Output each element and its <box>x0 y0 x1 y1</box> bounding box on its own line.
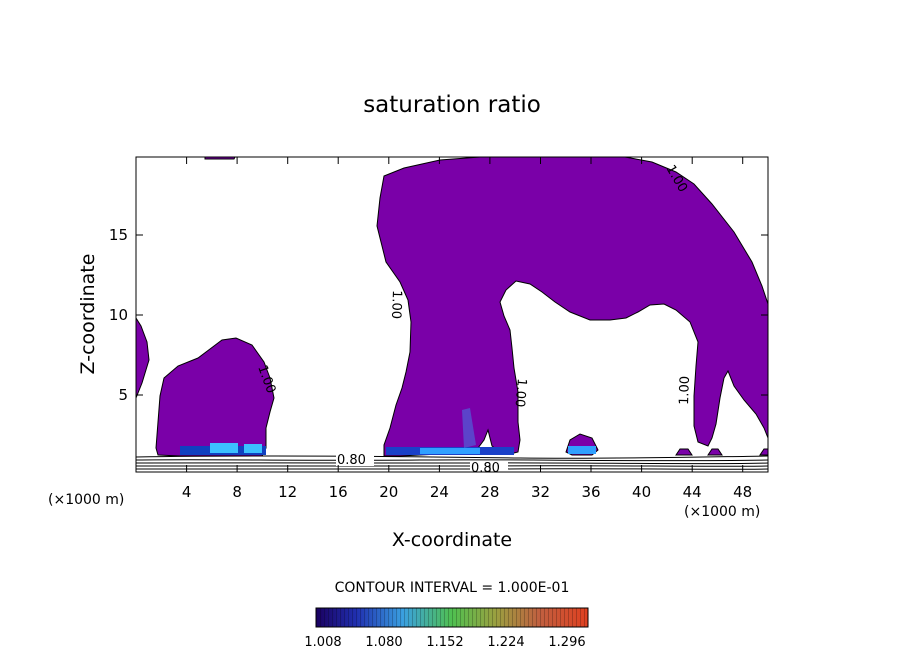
colorbar-label: 1.224 <box>487 635 524 650</box>
x-tick-label: 4 <box>182 483 192 501</box>
contour-label-080-b: 0.80 <box>471 461 500 476</box>
colorbar-hatching <box>316 608 588 627</box>
colorbar-label: 1.152 <box>426 635 463 650</box>
colorbar-label: 1.008 <box>304 635 341 650</box>
blob-cell-core <box>210 443 238 453</box>
blob-plume-core <box>420 448 480 454</box>
contour-label-080-a: 0.80 <box>337 453 366 468</box>
colorbar-label: 1.296 <box>548 635 585 650</box>
x-unit-label-right: (×1000 m) <box>684 504 760 520</box>
blob-plume-streak <box>462 408 476 448</box>
blob-small-36 <box>568 446 596 454</box>
x-unit-label-left: (×1000 m) <box>48 492 124 508</box>
x-tick-label: 36 <box>581 483 600 501</box>
x-tick-labels: 4 8 12 16 20 24 28 32 36 40 44 48 <box>182 483 752 501</box>
y-tick-label: 15 <box>109 226 128 244</box>
region-main-plume <box>376 156 769 457</box>
colorbar-labels: 1.008 1.080 1.152 1.224 1.296 <box>304 635 585 650</box>
contour-label-100-c: 1.00 <box>511 378 528 408</box>
x-ticks <box>186 157 744 472</box>
x-tick-label: 40 <box>632 483 651 501</box>
colorbar-label: 1.080 <box>365 635 402 650</box>
contour-interval-text: CONTOUR INTERVAL = 1.000E-01 <box>335 580 570 596</box>
x-axis-title: X-coordinate <box>392 529 512 551</box>
x-tick-label: 44 <box>683 483 702 501</box>
x-tick-label: 8 <box>232 483 242 501</box>
x-tick-label: 48 <box>733 483 752 501</box>
surface-contours <box>135 455 769 470</box>
contour-label-100-b: 1.00 <box>388 290 404 319</box>
chart-title: saturation ratio <box>363 92 541 118</box>
contour-label-100-e: 1.00 <box>677 376 693 405</box>
x-tick-label: 20 <box>379 483 398 501</box>
x-tick-label: 32 <box>531 483 550 501</box>
blob-cell-core2 <box>244 444 262 453</box>
x-tick-label: 16 <box>329 483 348 501</box>
high-value-blobs <box>180 408 596 455</box>
region-small-46 <box>707 448 723 456</box>
x-tick-label: 24 <box>430 483 449 501</box>
x-tick-label: 12 <box>278 483 297 501</box>
y-tick-label: 10 <box>109 306 128 324</box>
x-tick-label: 28 <box>480 483 499 501</box>
y-axis-title: Z-coordinate <box>77 254 99 375</box>
y-ticks <box>136 234 768 396</box>
y-tick-labels: 5 10 15 <box>109 226 128 404</box>
region-small-44 <box>675 448 693 456</box>
y-tick-label: 5 <box>118 386 128 404</box>
